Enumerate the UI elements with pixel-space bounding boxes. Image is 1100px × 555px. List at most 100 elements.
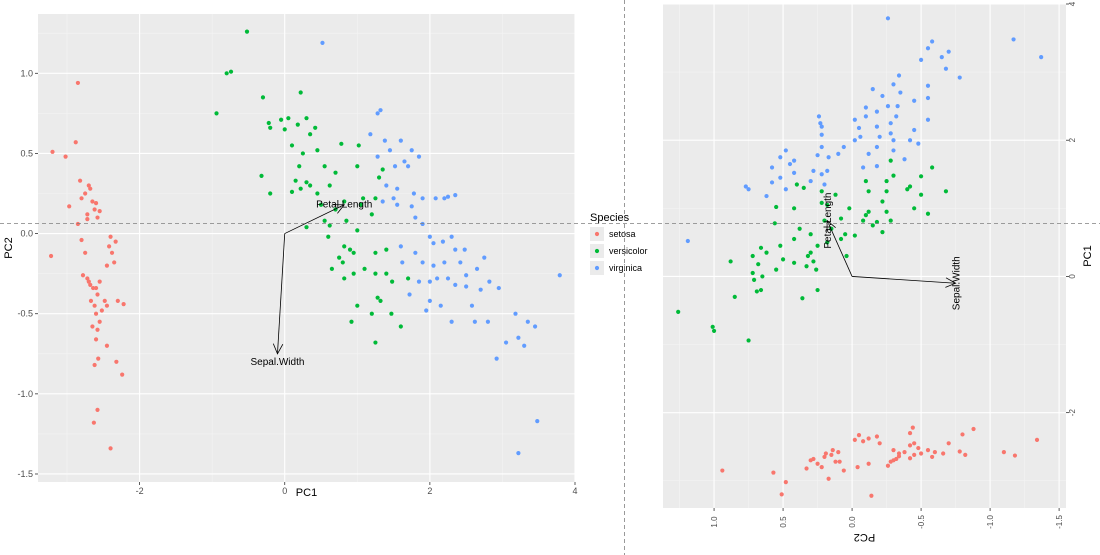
point-versicolor — [358, 202, 364, 207]
point-versicolor — [260, 95, 266, 100]
point-setosa — [830, 448, 835, 453]
point-versicolor — [398, 324, 403, 329]
point-virginica — [382, 138, 387, 143]
point-setosa — [916, 445, 921, 451]
point-virginica — [891, 82, 896, 87]
point-virginica — [818, 121, 823, 126]
point-setosa — [97, 319, 102, 324]
point-virginica — [874, 144, 880, 150]
point-virginica — [764, 193, 769, 199]
point-versicolor — [298, 90, 303, 95]
point-virginica — [877, 134, 882, 139]
point-versicolor — [794, 182, 799, 187]
point-versicolor — [362, 266, 367, 271]
pc2-pc1-rotated-biplot: 1.0 0.5 0.0 -0.5 -1.0 -1.5 -2 0 2 4 Petal.Length Se… — [663, 1, 1094, 543]
point-virginica — [398, 138, 403, 143]
point-setosa — [80, 273, 86, 278]
point-virginica — [469, 303, 475, 308]
point-versicolor — [764, 250, 769, 255]
point-setosa — [720, 468, 725, 473]
point-virginica — [925, 95, 931, 101]
point-virginica — [874, 124, 880, 129]
point-versicolor — [300, 151, 305, 156]
y-tick-label: -0.5 — [17, 309, 33, 319]
point-virginica — [409, 148, 414, 153]
point-setosa — [104, 263, 110, 268]
point-versicolor — [389, 311, 394, 316]
point-virginica — [819, 172, 824, 177]
point-virginica — [392, 164, 398, 169]
point-versicolor — [884, 178, 889, 184]
point-versicolor — [750, 270, 755, 276]
point-setosa — [894, 456, 899, 462]
point-setosa — [891, 448, 896, 453]
legend-swatch-versicolor — [594, 248, 600, 254]
point-versicolor — [378, 298, 383, 303]
point-virginica — [769, 180, 775, 185]
point-setosa — [841, 468, 846, 473]
point-setosa — [783, 480, 788, 485]
point-virginica — [464, 284, 469, 289]
y-axis-title: PC1 — [1082, 245, 1094, 266]
point-versicolor — [808, 250, 813, 255]
point-virginica — [435, 276, 440, 281]
point-setosa — [855, 465, 860, 470]
point-setosa — [907, 456, 913, 461]
x-tick-label: -2 — [136, 486, 144, 496]
point-setosa — [874, 434, 880, 439]
point-setosa — [960, 432, 965, 437]
point-versicolor — [214, 111, 219, 116]
point-virginica — [458, 260, 463, 265]
point-virginica — [378, 108, 383, 113]
point-setosa — [93, 337, 99, 342]
point-versicolor — [792, 260, 797, 265]
point-versicolor — [347, 247, 353, 252]
point-virginica — [464, 273, 469, 278]
point-setosa — [815, 461, 820, 466]
x-axis-title: PC2 — [854, 531, 875, 543]
point-virginica — [912, 127, 917, 133]
point-versicolor — [286, 116, 291, 121]
point-versicolor — [322, 164, 327, 169]
point-versicolor — [811, 259, 816, 264]
point-virginica — [841, 144, 846, 150]
point-setosa — [902, 450, 907, 455]
point-setosa — [79, 196, 84, 201]
point-setosa — [92, 362, 97, 368]
point-virginica — [866, 151, 871, 156]
point-versicolor — [918, 174, 924, 179]
point-virginica — [424, 308, 429, 313]
point-virginica — [852, 138, 857, 143]
point-setosa — [877, 441, 882, 446]
loading-label: Sepal.Width — [952, 256, 963, 310]
point-virginica — [822, 182, 827, 187]
point-virginica — [516, 335, 521, 340]
point-virginica — [787, 161, 793, 167]
point-versicolor — [746, 338, 751, 343]
point-versicolor — [863, 178, 868, 184]
point-virginica — [898, 90, 903, 95]
point-versicolor — [308, 132, 313, 137]
point-setosa — [109, 250, 115, 255]
point-setosa — [73, 140, 78, 145]
point-versicolor — [268, 191, 273, 196]
point-versicolor — [792, 236, 797, 242]
point-virginica — [918, 57, 924, 62]
point-versicolor — [329, 266, 334, 271]
point-setosa — [95, 215, 100, 220]
point-virginica — [792, 170, 797, 176]
point-virginica — [902, 157, 907, 162]
plot-panel — [38, 14, 575, 482]
point-virginica — [449, 319, 454, 324]
point-setosa — [885, 463, 891, 468]
point-versicolor — [756, 262, 761, 267]
point-virginica — [916, 141, 921, 146]
point-versicolor — [356, 143, 361, 148]
point-virginica — [453, 247, 458, 252]
point-versicolor — [778, 243, 783, 248]
point-virginica — [825, 168, 830, 173]
point-setosa — [957, 449, 962, 454]
point-versicolor — [268, 125, 273, 130]
point-versicolor — [814, 267, 819, 272]
